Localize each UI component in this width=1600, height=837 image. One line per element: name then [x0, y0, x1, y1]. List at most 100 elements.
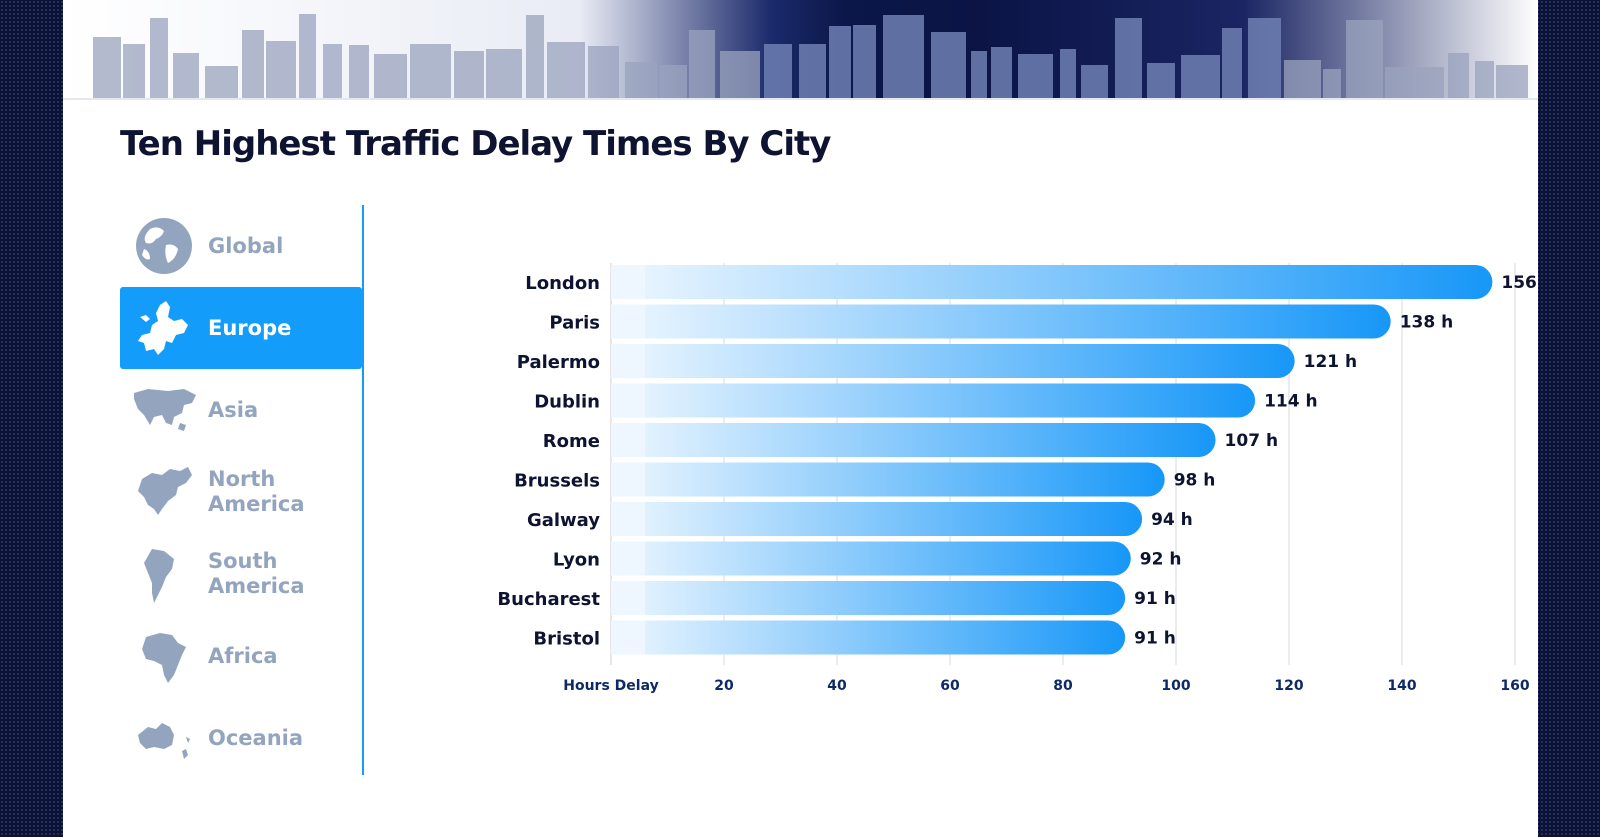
x-tick-label: 40: [827, 678, 847, 694]
skyline-building: [242, 30, 264, 100]
category-label: London: [525, 273, 600, 294]
x-tick-label: 80: [1053, 678, 1073, 694]
skyline-building: [588, 46, 619, 100]
page-title: Ten Highest Traffic Delay Times By City: [120, 124, 831, 164]
bar-paris: [611, 304, 1391, 339]
x-tick-label: 20: [714, 678, 734, 694]
bar-left-edge: [611, 383, 645, 418]
category-label: Galway: [527, 510, 600, 531]
bar-left-edge: [611, 265, 645, 299]
value-label: 98 h: [1174, 471, 1216, 491]
bar-left-edge: [611, 502, 645, 536]
value-label: 121 h: [1304, 352, 1358, 372]
skyline-building: [205, 66, 238, 100]
x-tick-label: 140: [1387, 678, 1416, 694]
skyline-building: [853, 25, 876, 100]
skyline-building: [1284, 60, 1321, 100]
skyline-building: [1496, 65, 1528, 100]
skyline-building: [829, 26, 851, 100]
category-label: Lyon: [553, 550, 600, 571]
infographic-card: Ten Highest Traffic Delay Times By City …: [63, 0, 1538, 837]
sidebar-item-asia[interactable]: Asia: [120, 369, 362, 451]
skyline-building: [150, 18, 168, 100]
category-label: Dublin: [534, 392, 600, 413]
skyline-building: [625, 62, 657, 100]
x-tick-label: 160: [1500, 678, 1529, 694]
value-label: 107 h: [1225, 431, 1279, 451]
bar-left-edge: [611, 462, 645, 497]
category-label: Brussels: [514, 471, 600, 492]
traffic-delay-bar-chart: London 156 h Paris 138 h Palermo 121 h Dublin 1…: [497, 263, 1538, 694]
bar-galway: [611, 502, 1143, 536]
bar-dublin: [611, 383, 1256, 418]
sidebar-divider: [362, 205, 364, 775]
skyline-building: [971, 51, 987, 100]
skyline-building: [1081, 65, 1108, 100]
skyline-building: [689, 30, 715, 100]
skyline-building: [720, 51, 760, 100]
globe-icon: [136, 218, 192, 274]
bar-lyon: [611, 541, 1131, 576]
category-label: Palermo: [517, 352, 600, 373]
bar-brussels: [611, 462, 1165, 497]
sidebar-item-label: Global: [208, 233, 284, 258]
bar-left-edge: [611, 541, 645, 576]
europe-map-icon: [138, 301, 188, 355]
skyline-building: [991, 47, 1012, 100]
x-tick-label: 100: [1161, 678, 1190, 694]
bar-left-edge: [611, 423, 645, 457]
value-label: 91 h: [1134, 589, 1176, 609]
skyline-building: [764, 44, 792, 100]
sidebar-item-south-america[interactable]: South America: [120, 533, 362, 615]
x-tick-label: 120: [1274, 678, 1303, 694]
skyline-building: [1060, 49, 1076, 100]
sidebar-item-north-america[interactable]: North America: [120, 451, 362, 533]
skyline-building: [799, 44, 826, 100]
skyline-building: [1346, 20, 1383, 100]
skyline-building: [547, 42, 585, 100]
bar-left-edge: [611, 620, 645, 655]
sidebar-item-label: South America: [208, 549, 305, 598]
skyline-building: [266, 41, 296, 100]
skyline-building: [931, 32, 966, 100]
skyline-building: [1416, 67, 1444, 100]
sidebar-item-europe[interactable]: Europe: [120, 287, 362, 369]
region-sidebar: Global Europe Asia North America South A…: [120, 205, 362, 779]
bar-palermo: [611, 344, 1295, 378]
skyline-building: [1248, 18, 1281, 100]
skyline-building: [486, 49, 522, 100]
bar-rome: [611, 423, 1216, 457]
skyline-building: [1323, 69, 1341, 100]
africa-map-icon: [142, 633, 186, 683]
category-label: Rome: [543, 431, 600, 452]
bar-left-edge: [611, 581, 645, 615]
skyline-building: [1448, 53, 1469, 100]
sidebar-item-africa[interactable]: Africa: [120, 615, 362, 697]
skyline-building: [1115, 18, 1142, 100]
bar-left-edge: [611, 304, 645, 339]
skyline-building: [1222, 28, 1242, 100]
skyline-building: [526, 15, 544, 100]
skyline-building: [1385, 67, 1413, 100]
category-label: Bristol: [533, 629, 600, 650]
value-label: 138 h: [1400, 313, 1454, 333]
oceania-map-icon: [138, 723, 190, 759]
skyline-building: [1181, 55, 1220, 100]
bar-bucharest: [611, 581, 1126, 615]
sidebar-item-label: Oceania: [208, 725, 304, 750]
bar-left-edge: [611, 344, 645, 378]
sidebar-item-global[interactable]: Global: [120, 205, 362, 287]
skyline-building: [1475, 61, 1494, 100]
skyline-building: [349, 45, 369, 100]
sidebar-item-label: North America: [208, 467, 305, 516]
skyline-building: [93, 37, 121, 100]
skyline-building: [374, 54, 407, 100]
south-america-map-icon: [144, 549, 174, 603]
category-label: Paris: [549, 313, 600, 334]
sidebar-item-label: Africa: [208, 643, 278, 668]
value-label: 114 h: [1264, 392, 1318, 412]
skyline-building: [123, 44, 145, 100]
sidebar-item-oceania[interactable]: Oceania: [120, 697, 362, 779]
x-tick-label: 60: [940, 678, 960, 694]
skyline-building: [323, 44, 342, 100]
